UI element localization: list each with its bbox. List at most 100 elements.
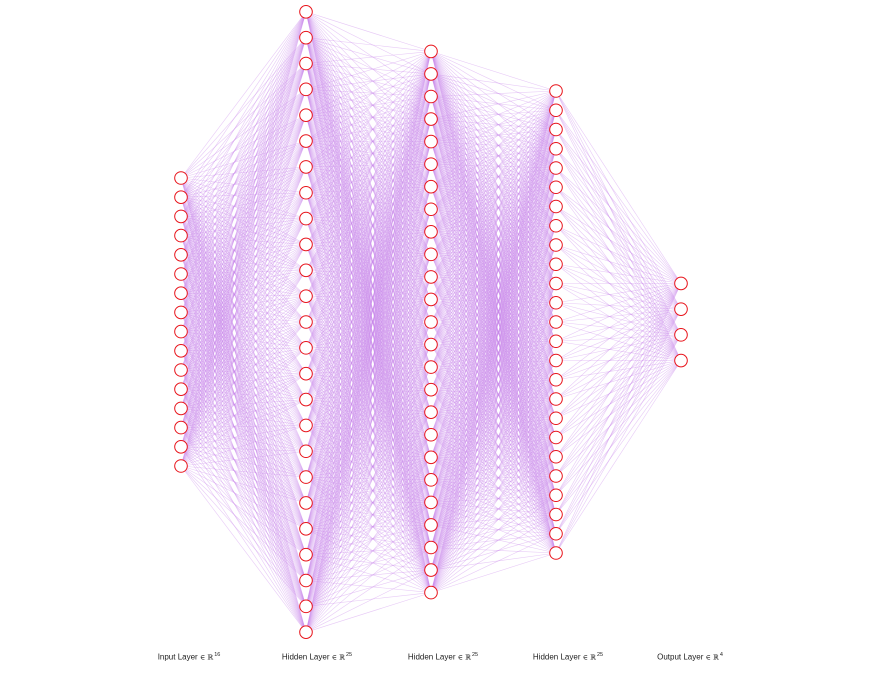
connection-l1-16-19 — [305, 425, 432, 481]
neuron-layer2-9 — [299, 211, 313, 226]
connection-l0-4-10 — [180, 254, 307, 271]
connection-l2-10-24 — [430, 276, 557, 554]
connection-l2-21-13 — [430, 341, 557, 526]
connection-l3-16-2 — [555, 334, 682, 400]
connection-l0-10-22 — [180, 369, 307, 581]
connection-l2-23-18 — [430, 437, 557, 571]
connection-l2-1-4 — [430, 73, 557, 169]
connection-l1-18-14 — [305, 366, 432, 478]
connection-l1-16-16 — [305, 411, 432, 426]
connection-l2-7-10 — [430, 208, 557, 284]
connection-l1-24-14 — [305, 366, 432, 633]
connection-l1-16-21 — [305, 425, 432, 526]
connection-l1-23-7 — [305, 209, 432, 607]
connection-l2-3-9 — [430, 118, 557, 265]
connection-l0-15-8 — [180, 218, 307, 467]
connection-l1-17-6 — [305, 186, 432, 452]
connection-l0-9-7 — [180, 192, 307, 351]
connection-l2-3-18 — [430, 118, 557, 438]
connection-l3-16-3 — [555, 360, 682, 400]
neuron-layer1-11 — [174, 363, 188, 377]
connection-l0-11-12 — [180, 321, 307, 390]
connection-l2-8-2 — [430, 129, 557, 233]
connection-l2-20-11 — [430, 302, 557, 503]
connection-l2-20-13 — [430, 341, 557, 503]
connection-l2-16-21 — [430, 411, 557, 496]
connection-l1-21-3 — [305, 118, 432, 555]
connection-l3-12-0 — [555, 283, 682, 323]
connection-l3-21-1 — [555, 308, 682, 496]
connection-l1-15-20 — [305, 399, 432, 503]
connection-l2-17-10 — [430, 283, 557, 435]
connection-l2-21-4 — [430, 167, 557, 526]
connection-l2-0-17 — [430, 51, 557, 419]
connection-l3-15-3 — [555, 360, 682, 381]
connection-l0-5-15 — [180, 273, 307, 400]
connection-l3-16-1 — [555, 308, 682, 400]
connection-l2-20-24 — [430, 502, 557, 554]
connection-l0-7-16 — [180, 312, 307, 426]
connection-l1-5-0 — [305, 51, 432, 142]
connection-l3-20-3 — [555, 360, 682, 477]
connection-l1-24-18 — [305, 457, 432, 633]
connection-l2-21-10 — [430, 283, 557, 526]
connection-l1-13-2 — [305, 96, 432, 348]
connection-l0-3-20 — [180, 235, 307, 529]
connection-l1-13-5 — [305, 163, 432, 349]
connection-l0-6-12 — [180, 292, 307, 323]
connection-l2-16-14 — [430, 360, 557, 413]
connection-l1-3-6 — [305, 89, 432, 187]
connection-l0-1-22 — [180, 197, 307, 581]
connection-l2-7-8 — [430, 208, 557, 246]
connection-l2-21-20 — [430, 475, 557, 526]
connection-l2-21-14 — [430, 360, 557, 526]
connection-l2-22-0 — [430, 90, 557, 548]
connection-l1-20-22 — [305, 528, 432, 548]
connection-l1-22-20 — [305, 502, 432, 581]
connection-l1-4-14 — [305, 115, 432, 368]
neuron-layer5-1 — [674, 276, 688, 291]
connection-l1-8-4 — [305, 141, 432, 219]
connection-l0-7-5 — [180, 140, 307, 313]
connection-l1-0-23 — [305, 11, 432, 571]
connection-l2-4-20 — [430, 141, 557, 477]
connection-l2-9-2 — [430, 129, 557, 255]
connection-l2-23-9 — [430, 264, 557, 571]
connection-l1-24-11 — [305, 299, 432, 633]
connection-l2-8-18 — [430, 231, 557, 438]
connection-l0-15-2 — [180, 63, 307, 467]
connection-l0-10-18 — [180, 369, 307, 478]
connection-l2-3-24 — [430, 118, 557, 554]
connection-l2-2-10 — [430, 96, 557, 284]
connection-l2-3-21 — [430, 118, 557, 496]
connection-l2-15-7 — [430, 225, 557, 390]
connection-l2-6-4 — [430, 167, 557, 187]
connection-l2-5-10 — [430, 163, 557, 284]
connection-l2-14-10 — [430, 283, 557, 368]
connection-l1-24-8 — [305, 231, 432, 633]
connection-l2-24-23 — [430, 533, 557, 593]
connection-l1-4-18 — [305, 115, 432, 458]
connection-l2-5-12 — [430, 163, 557, 323]
connection-l0-6-9 — [180, 244, 307, 294]
connection-l2-1-2 — [430, 73, 557, 130]
connection-l0-14-6 — [180, 166, 307, 447]
connection-l1-8-9 — [305, 218, 432, 255]
connection-l0-7-13 — [180, 312, 307, 349]
connection-l2-17-13 — [430, 341, 557, 435]
connection-l0-2-24 — [180, 216, 307, 633]
connection-l2-23-1 — [430, 110, 557, 571]
connection-l0-7-6 — [180, 166, 307, 313]
connection-l2-22-9 — [430, 264, 557, 548]
connection-l1-5-23 — [305, 140, 432, 571]
connection-l0-1-23 — [180, 197, 307, 607]
connection-l2-13-8 — [430, 244, 557, 345]
connection-l1-23-1 — [305, 73, 432, 607]
connection-l2-4-3 — [430, 141, 557, 150]
connection-l1-22-15 — [305, 389, 432, 581]
neuron-layer3-25 — [424, 585, 438, 600]
connection-l0-10-17 — [180, 369, 307, 452]
connection-l1-15-3 — [305, 118, 432, 400]
connection-l1-6-19 — [305, 166, 432, 480]
connection-l2-23-2 — [430, 129, 557, 571]
